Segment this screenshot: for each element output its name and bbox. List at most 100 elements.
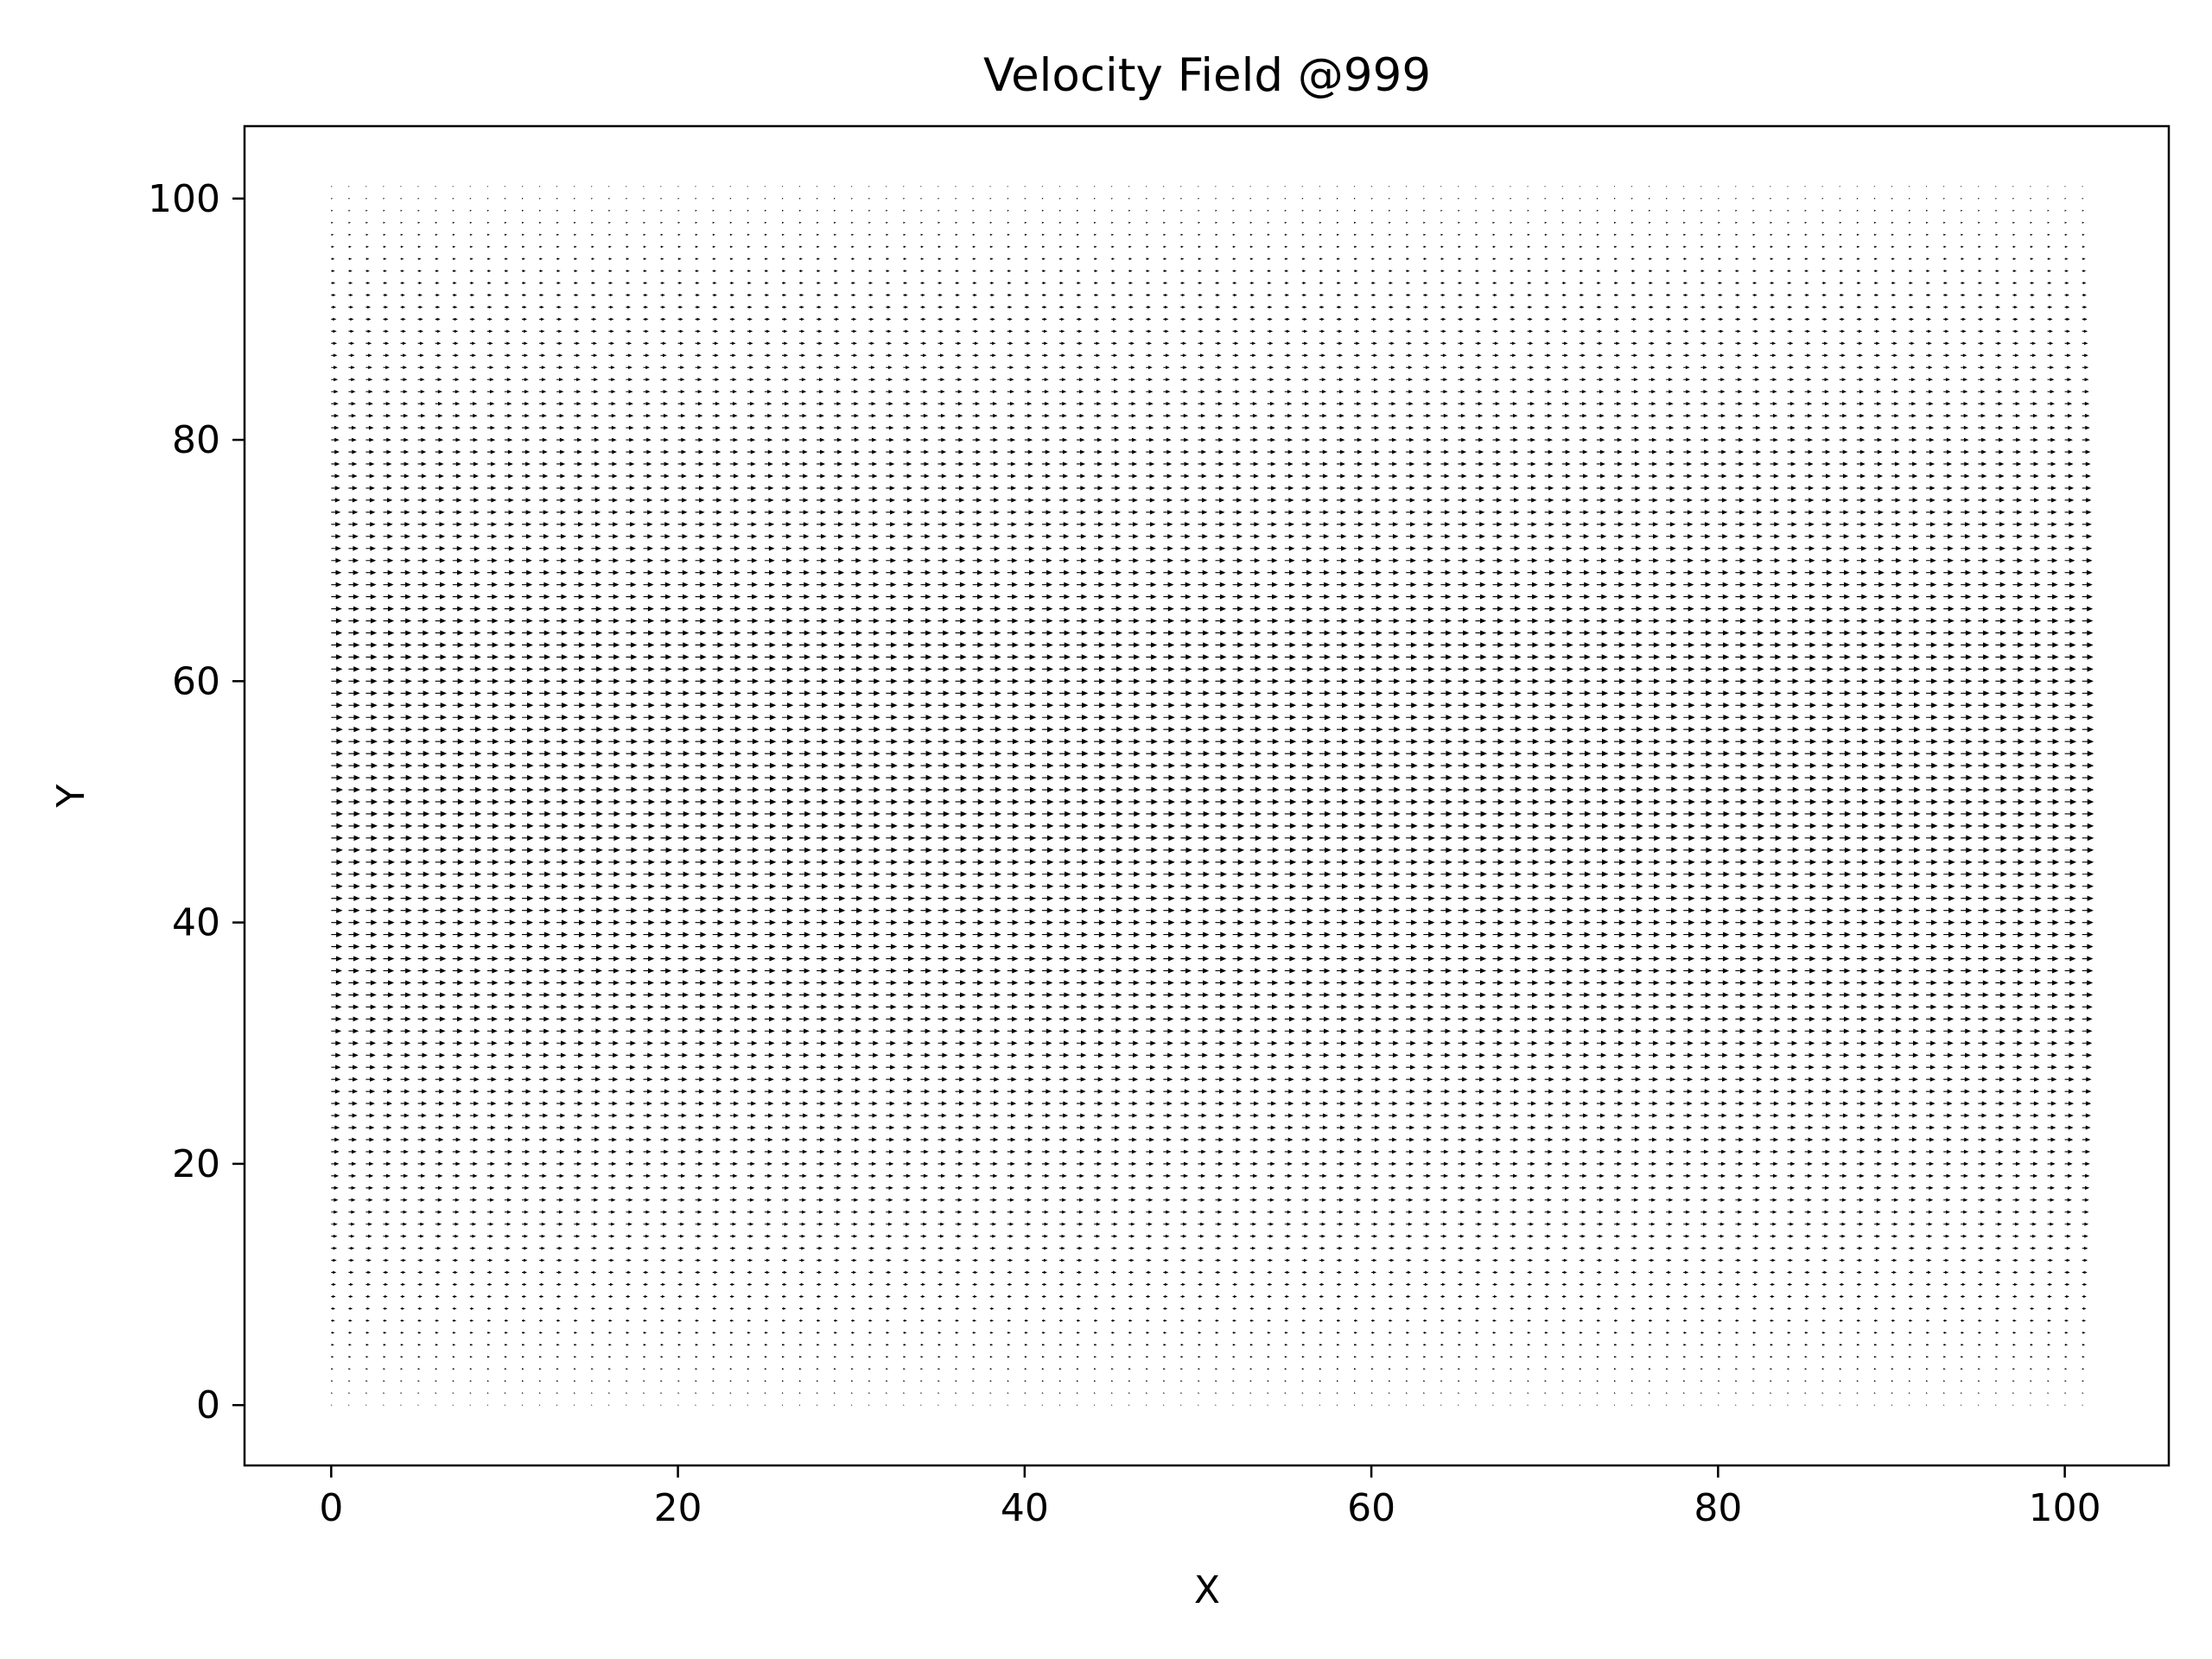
quiver-arrow-row <box>331 1246 2088 1250</box>
quiver-arrow-row <box>331 702 2094 709</box>
quiver-arrow-row <box>331 449 2091 454</box>
quiver-arrow-row <box>331 1356 2085 1358</box>
y-axis-ticks: 0 20 40 60 80 100 <box>148 177 245 1427</box>
quiver-arrow-row <box>331 1113 2091 1118</box>
quiver-arrow-row <box>331 1222 2089 1226</box>
quiver-arrow-row <box>331 630 2094 636</box>
quiver-arrow-row <box>331 378 2089 382</box>
quiver-arrow-row <box>331 510 2092 515</box>
chart-title: Velocity Field @999 <box>983 49 1431 102</box>
quiver-arrow-row <box>331 1234 2088 1238</box>
quiver-arrow-row <box>331 557 2093 563</box>
quiver-arrow-row <box>331 1137 2091 1142</box>
x-tick-label: 80 <box>1694 1486 1742 1530</box>
quiver-arrow-row <box>331 1089 2092 1094</box>
x-tick-label: 0 <box>319 1486 343 1530</box>
quiver-arrow-row <box>331 1210 2089 1214</box>
x-axis-ticks: 0 20 40 60 80 100 <box>319 1465 2101 1530</box>
y-tick-label: 60 <box>172 659 220 703</box>
quiver-arrow-row <box>331 1052 2093 1058</box>
quiver-arrow-row <box>331 931 2094 938</box>
quiver-arrow-row <box>331 1077 2092 1082</box>
y-tick-label: 40 <box>172 901 220 945</box>
quiver-arrow-row <box>331 474 2091 479</box>
quiver-arrow-row <box>331 1125 2091 1130</box>
quiver-arrow-row <box>331 678 2094 684</box>
quiver-arrow-row <box>331 425 2090 430</box>
quiver-arrows <box>331 186 2094 1406</box>
quiver-arrow-row <box>331 1040 2093 1046</box>
quiver-arrow-row <box>331 1282 2088 1287</box>
y-tick-label: 100 <box>148 177 220 221</box>
quiver-arrow-row <box>331 618 2094 624</box>
quiver-arrow-row <box>331 233 2085 236</box>
quiver-arrow-row <box>331 762 2094 769</box>
quiver-arrow-row <box>331 798 2094 805</box>
y-tick-label: 80 <box>172 418 220 462</box>
x-tick-label: 40 <box>1001 1486 1049 1530</box>
quiver-arrow-row <box>331 1065 2092 1070</box>
quiver-arrow-row <box>331 293 2087 297</box>
quiver-arrow-row <box>331 1161 2090 1166</box>
quiver-arrow-row <box>331 341 2088 346</box>
quiver-arrow-row <box>331 402 2090 406</box>
x-axis-label: X <box>1194 1568 1220 1612</box>
y-axis-label: Y <box>49 784 93 808</box>
quiver-arrow-row <box>331 944 2094 950</box>
quiver-arrow-row <box>331 606 2094 612</box>
quiver-arrow-row <box>331 895 2094 901</box>
quiver-arrow-row <box>331 654 2094 660</box>
quiver-arrow-row <box>331 690 2094 696</box>
quiver-arrow-row <box>331 835 2094 842</box>
quiver-arrow-row <box>331 847 2094 853</box>
quiver-arrow-row <box>331 1016 2093 1022</box>
quiver-arrow-row <box>331 317 2088 321</box>
quiver-arrow-row <box>331 968 2094 974</box>
quiver-arrow-row <box>331 413 2090 418</box>
x-tick-label: 60 <box>1347 1486 1395 1530</box>
quiver-arrow-row <box>331 594 2093 600</box>
x-tick-label: 20 <box>654 1486 702 1530</box>
quiver-arrow-row <box>331 534 2093 539</box>
quiver-arrow-row <box>331 823 2094 830</box>
quiver-arrow-row <box>331 1028 2093 1034</box>
quiver-arrow-row <box>331 1004 2093 1010</box>
quiver-arrow-row <box>331 1101 2092 1106</box>
quiver-arrow-row <box>331 859 2094 865</box>
quiver-arrow-row <box>331 871 2094 877</box>
quiver-arrow-row <box>331 739 2094 745</box>
quiver-arrow-row <box>331 774 2094 781</box>
quiver-arrow-row <box>331 498 2092 503</box>
quiver-arrow-row <box>331 390 2089 394</box>
quiver-arrow-row <box>331 486 2092 491</box>
y-tick-label: 20 <box>172 1142 220 1186</box>
quiver-arrow-row <box>331 980 2094 986</box>
quiver-arrow-row <box>331 907 2094 913</box>
quiver-arrow-row <box>331 992 2093 998</box>
quiver-arrow-row <box>331 883 2094 889</box>
quiver-arrow-row <box>331 245 2086 248</box>
quiver-arrow-row <box>331 1149 2091 1154</box>
quiver-arrow-row <box>331 569 2093 575</box>
quiver-arrow-row <box>331 353 2088 358</box>
quiver-arrow-row <box>331 461 2091 467</box>
quiver-arrow-row <box>331 582 2093 588</box>
quiver-arrow-row <box>331 365 2089 370</box>
quiver-arrow-row <box>331 1294 2087 1299</box>
quiver-arrow-row <box>331 642 2094 648</box>
y-tick-label: 0 <box>196 1383 220 1427</box>
quiver-arrow-row <box>331 1258 2088 1262</box>
quiver-arrow-row <box>331 545 2093 551</box>
quiver-arrow-row <box>331 666 2094 672</box>
quiver-arrow-row <box>331 919 2094 925</box>
plot-frame <box>243 124 2171 1467</box>
quiver-arrow-row <box>331 810 2094 817</box>
quiver-arrow-row <box>331 1198 2089 1202</box>
quiver-arrow-row <box>331 715 2094 721</box>
quiver-arrow-row <box>331 437 2091 442</box>
quiver-arrow-row <box>331 522 2092 527</box>
x-tick-label: 100 <box>2029 1486 2101 1530</box>
quiver-arrow-row <box>331 956 2094 962</box>
